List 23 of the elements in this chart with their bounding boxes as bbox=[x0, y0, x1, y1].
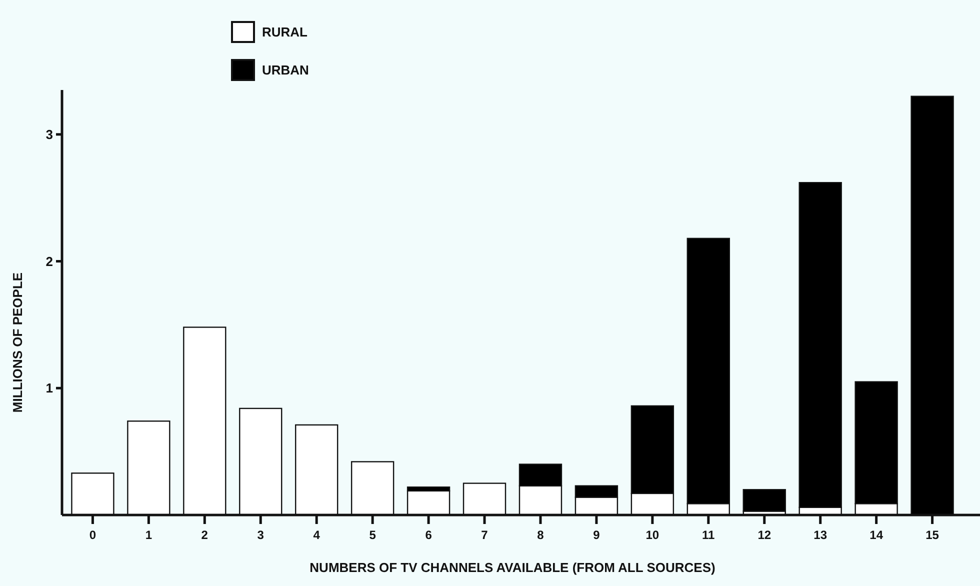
x-tick-label: 9 bbox=[593, 528, 600, 542]
x-tick-label: 5 bbox=[369, 528, 376, 542]
x-tick-label: 13 bbox=[814, 528, 828, 542]
x-tick-label: 2 bbox=[201, 528, 208, 542]
x-tick-label: 15 bbox=[926, 528, 940, 542]
x-tick-label: 3 bbox=[257, 528, 264, 542]
y-axis-title: MILLIONS OF PEOPLE bbox=[10, 272, 25, 413]
x-tick-label: 1 bbox=[145, 528, 152, 542]
y-tick-label: 2 bbox=[46, 254, 53, 269]
x-tick-label: 14 bbox=[870, 528, 884, 542]
x-tick-label: 6 bbox=[425, 528, 432, 542]
y-tick-label: 3 bbox=[46, 126, 53, 142]
x-tick-label: 12 bbox=[758, 528, 772, 542]
x-tick-label: 10 bbox=[646, 528, 660, 542]
x-tick-label: 0 bbox=[89, 528, 96, 542]
x-axis-title: NUMBERS OF TV CHANNELS AVAILABLE (FROM ALL SOURCES) bbox=[310, 560, 716, 575]
x-tick-label: 7 bbox=[481, 528, 488, 542]
x-tick-label: 8 bbox=[537, 528, 544, 542]
legend-label: RURAL bbox=[262, 24, 308, 40]
y-tick-label: 1 bbox=[46, 380, 53, 396]
x-tick-label: 4 bbox=[313, 528, 320, 542]
legend-label: URBAN bbox=[262, 62, 309, 78]
x-tick-label: 11 bbox=[702, 528, 716, 542]
